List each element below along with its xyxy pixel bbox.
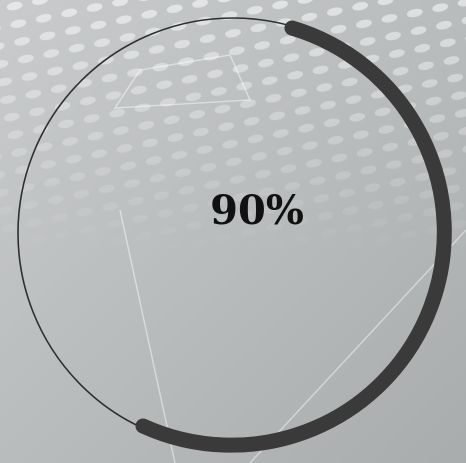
progress-arc — [135, 20, 452, 453]
progress-label: 90% — [210, 187, 304, 234]
background-lines — [113, 54, 466, 463]
